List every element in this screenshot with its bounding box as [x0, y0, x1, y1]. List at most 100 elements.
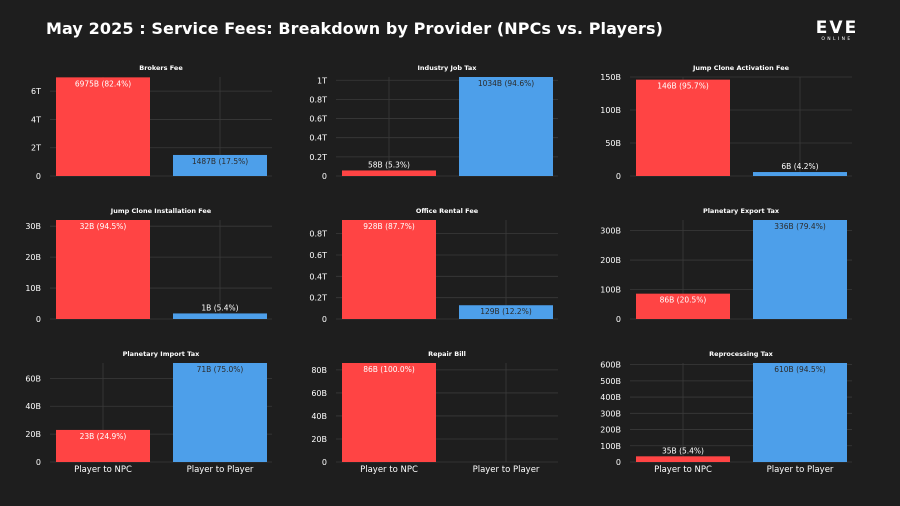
- bar-data-label: 71B (75.0%): [197, 365, 244, 374]
- y-tick-label: 20B: [25, 253, 41, 262]
- eve-online-logo: EVE ONLINE: [808, 18, 870, 48]
- bar-data-label: 146B (95.7%): [657, 82, 709, 91]
- bar-data-label: 86B (20.5%): [660, 296, 707, 305]
- chart-panel: 0 100B 200B 300B 400B 500B 600B Reprocessing Ta…: [600, 350, 852, 475]
- y-tick-label: 1T: [317, 76, 327, 85]
- bar-data-label: 32B (94.5%): [80, 222, 127, 231]
- bar-data-label: 610B (94.5%): [774, 365, 826, 374]
- chart-panel: 0 50B 100B 150B Jump Clone Activation Fee 146…: [600, 64, 852, 181]
- y-tick-label: 80B: [311, 366, 327, 375]
- bar-player-to-npc: [636, 456, 730, 462]
- y-tick-label: 0.2T: [309, 153, 327, 162]
- bar-data-label: 928B (87.7%): [363, 222, 415, 231]
- chart-title: Jump Clone Installation Fee: [110, 207, 212, 215]
- chart-title: Planetary Export Tax: [703, 207, 780, 215]
- bar-data-label: 23B (24.9%): [80, 432, 127, 441]
- y-tick-label: 40B: [311, 412, 327, 421]
- y-tick-label: 0: [616, 458, 621, 467]
- chart-title: Reprocessing Tax: [709, 350, 773, 358]
- bar-player-to-npc: [342, 220, 436, 319]
- chart-panel: 0 2T 4T 6T Brokers Fee 6975B (82.4%) 1487B (17…: [31, 64, 272, 181]
- y-tick-label: 0: [616, 315, 621, 324]
- chart-title: Repair Bill: [428, 350, 466, 358]
- y-tick-label: 200B: [600, 256, 621, 265]
- y-tick-label: 200B: [600, 426, 621, 435]
- y-tick-label: 100B: [600, 286, 621, 295]
- y-tick-label: 0.2T: [309, 294, 327, 303]
- y-tick-label: 0: [322, 172, 327, 181]
- x-category-label: Player to Player: [767, 465, 834, 475]
- x-category-label: Player to NPC: [360, 465, 418, 475]
- bar-data-label: 1034B (94.6%): [478, 79, 534, 88]
- chart-panel: 0 20B 40B 60B 80B Repair Bill 86B (100.0%) Play…: [311, 350, 558, 475]
- y-tick-label: 600B: [600, 361, 621, 370]
- chart-panel: 0 20B 40B 60B Planetary Import Tax 23B (24.9%…: [25, 350, 272, 475]
- bar-player-to-player: [753, 172, 847, 176]
- chart-panel: 0 100B 200B 300B Planetary Export Tax 86B (20…: [600, 207, 852, 324]
- bar-player-to-npc: [342, 170, 436, 176]
- y-tick-label: 100B: [600, 106, 621, 115]
- y-tick-label: 20B: [311, 435, 327, 444]
- bar-data-label: 35B (5.4%): [662, 446, 704, 455]
- chart-title: Brokers Fee: [139, 64, 183, 72]
- y-tick-label: 4T: [31, 115, 41, 124]
- bar-player-to-player: [459, 305, 553, 319]
- y-tick-label: 60B: [311, 389, 327, 398]
- bar-player-to-npc: [56, 429, 150, 462]
- y-tick-label: 40B: [25, 402, 41, 411]
- y-tick-label: 0.4T: [309, 272, 327, 281]
- bar-data-label: 58B (5.3%): [368, 160, 410, 169]
- bar-player-to-player: [173, 154, 267, 176]
- bar-player-to-npc: [636, 79, 730, 176]
- y-tick-label: 0: [36, 458, 41, 467]
- chart-title: Office Rental Fee: [416, 207, 479, 215]
- bar-player-to-npc: [56, 220, 150, 319]
- bar-data-label: 336B (79.4%): [774, 222, 826, 231]
- bar-player-to-npc: [342, 363, 436, 462]
- y-tick-label: 50B: [605, 139, 621, 148]
- bar-player-to-player: [173, 313, 267, 319]
- y-tick-label: 60B: [25, 374, 41, 383]
- y-tick-label: 0.8T: [309, 95, 327, 104]
- x-category-label: Player to NPC: [654, 465, 712, 475]
- y-tick-label: 400B: [600, 393, 621, 402]
- y-tick-label: 2T: [31, 144, 41, 153]
- bar-player-to-npc: [56, 77, 150, 176]
- chart-title: Jump Clone Activation Fee: [692, 64, 790, 72]
- page-title: May 2025 : Service Fees: Breakdown by Pr…: [46, 19, 664, 38]
- bar-player-to-npc: [636, 293, 730, 319]
- y-tick-label: 10B: [25, 284, 41, 293]
- y-tick-label: 0: [36, 172, 41, 181]
- y-tick-label: 0: [322, 458, 327, 467]
- y-tick-label: 0.8T: [309, 230, 327, 239]
- bar-player-to-player: [753, 363, 847, 462]
- chart-title: Planetary Import Tax: [123, 350, 200, 358]
- y-tick-label: 0.6T: [309, 115, 327, 124]
- y-tick-label: 100B: [600, 442, 621, 451]
- bar-data-label: 129B (12.2%): [480, 307, 532, 316]
- bar-player-to-player: [459, 77, 553, 176]
- x-category-label: Player to NPC: [74, 465, 132, 475]
- bar-data-label: 86B (100.0%): [363, 365, 415, 374]
- y-tick-label: 20B: [25, 430, 41, 439]
- y-tick-label: 30B: [25, 222, 41, 231]
- y-tick-label: 6T: [31, 87, 41, 96]
- y-tick-label: 0.6T: [309, 251, 327, 260]
- x-category-label: Player to Player: [187, 465, 254, 475]
- y-tick-label: 150B: [600, 73, 621, 82]
- bar-data-label: 1B (5.4%): [201, 303, 238, 312]
- chart-panel: 0 10B 20B 30B Jump Clone Installation Fee 32B…: [25, 207, 272, 324]
- logo-text: EVE: [815, 18, 859, 38]
- x-category-label: Player to Player: [473, 465, 540, 475]
- logo-subtext: ONLINE: [821, 37, 853, 42]
- y-tick-label: 0: [616, 172, 621, 181]
- bar-data-label: 1487B (17.5%): [192, 157, 248, 166]
- y-tick-label: 300B: [600, 409, 621, 418]
- chart-panel: 0 0.2T 0.4T 0.6T 0.8T 1T Industry Job Tax 58B (…: [309, 64, 558, 181]
- y-tick-label: 300B: [600, 227, 621, 236]
- y-tick-label: 0: [36, 315, 41, 324]
- chart-title: Industry Job Tax: [418, 64, 478, 72]
- bar-data-label: 6B (4.2%): [781, 162, 818, 171]
